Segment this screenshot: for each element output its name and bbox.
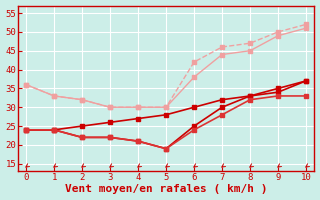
X-axis label: Vent moyen/en rafales ( km/h ): Vent moyen/en rafales ( km/h ) bbox=[65, 184, 267, 194]
